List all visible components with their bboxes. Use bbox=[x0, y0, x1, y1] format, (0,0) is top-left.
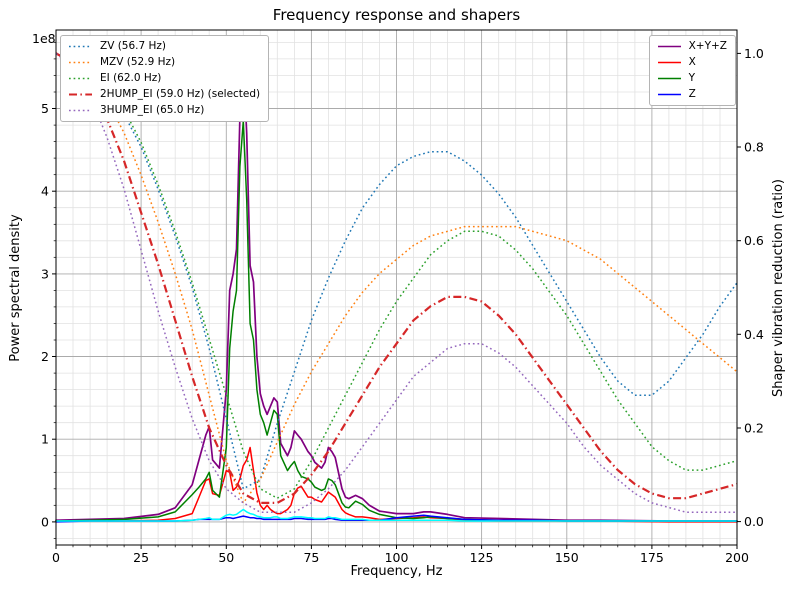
legend-item: 2HUMP_EI (59.0 Hz) (selected) bbox=[68, 88, 260, 101]
legend-line-sample bbox=[657, 77, 681, 80]
legend-line-sample bbox=[69, 61, 92, 64]
psd-line-sum bbox=[55, 58, 738, 522]
y-left-tick-label: 0 bbox=[41, 514, 49, 529]
legend-item: Y bbox=[657, 72, 727, 85]
y-right-tick-label: 0.8 bbox=[744, 140, 764, 155]
x-tick-label: 150 bbox=[555, 550, 579, 565]
y-left-tick-label: 5 bbox=[41, 101, 49, 116]
x-tick-label: 75 bbox=[303, 550, 319, 565]
chart-title: Frequency response and shapers bbox=[272, 6, 521, 24]
legend-line-sample bbox=[69, 109, 92, 112]
y-left-tick-label: 4 bbox=[41, 184, 49, 199]
legend-item: EI (62.0 Hz) bbox=[68, 72, 260, 85]
shaper-line-2HUMP_EI bbox=[55, 52, 738, 504]
axis-ticks: 0 25 50 75 100 125 150 175 200 0 1 2 3 4 5 0.0 0.2 0.4 0.6… bbox=[41, 42, 764, 565]
legend-item: Z bbox=[657, 88, 727, 101]
legend-item: X bbox=[657, 56, 727, 69]
legend-label: X bbox=[688, 56, 696, 68]
legend-item: X+Y+Z bbox=[657, 40, 727, 53]
legend-label: Z bbox=[688, 88, 696, 100]
y-left-tick-label: 1 bbox=[41, 432, 49, 447]
legend-item: ZV (56.7 Hz) bbox=[68, 40, 260, 53]
x-tick-label: 25 bbox=[133, 550, 149, 565]
x-tick-label: 0 bbox=[52, 550, 60, 565]
legend-item: MZV (52.9 Hz) bbox=[68, 56, 260, 69]
legend-label: ZV (56.7 Hz) bbox=[100, 40, 167, 52]
legend-shapers: ZV (56.7 Hz) MZV (52.9 Hz) EI (62.0 Hz) 2HU… bbox=[60, 35, 270, 122]
legend-line-sample bbox=[69, 93, 92, 96]
x-axis-label: Frequency, Hz bbox=[350, 564, 443, 579]
psd-line-after_shaper bbox=[55, 508, 738, 522]
y-right-tick-label: 1.0 bbox=[744, 46, 764, 61]
y-axis-label-left: Power spectral density bbox=[8, 214, 23, 362]
y-right-tick-label: 0.2 bbox=[744, 421, 764, 436]
legend-line-sample bbox=[69, 45, 92, 48]
legend-line-sample bbox=[69, 77, 92, 80]
x-tick-label: 100 bbox=[385, 550, 409, 565]
y-axis-offset-text: 1e8 bbox=[32, 31, 56, 46]
y-axis-label-right: Shaper vibration reduction (ratio) bbox=[771, 179, 786, 397]
legend-item: 3HUMP_EI (65.0 Hz) bbox=[68, 104, 260, 117]
legend-line-sample bbox=[657, 93, 681, 96]
legend-line-sample bbox=[657, 45, 681, 48]
y-right-tick-label: 0.6 bbox=[744, 233, 764, 248]
legend-psd-axes: X+Y+Z X Y Z bbox=[648, 35, 736, 106]
legend-label: 3HUMP_EI (65.0 Hz) bbox=[100, 104, 205, 116]
shaper-line-EI bbox=[55, 52, 738, 499]
legend-label: MZV (52.9 Hz) bbox=[100, 56, 176, 68]
y-right-tick-label: 0.4 bbox=[744, 327, 764, 342]
y-left-tick-label: 2 bbox=[41, 349, 49, 364]
legend-line-sample bbox=[657, 61, 681, 64]
legend-label: 2HUMP_EI (59.0 Hz) (selected) bbox=[100, 88, 261, 100]
x-tick-label: 200 bbox=[725, 550, 749, 565]
legend-label: Y bbox=[688, 72, 696, 84]
y-left-tick-label: 3 bbox=[41, 266, 49, 281]
x-tick-label: 175 bbox=[640, 550, 664, 565]
y-right-tick-label: 0.0 bbox=[744, 514, 764, 529]
legend-label: X+Y+Z bbox=[688, 40, 727, 52]
x-tick-label: 50 bbox=[218, 550, 234, 565]
legend-label: EI (62.0 Hz) bbox=[100, 72, 162, 84]
psd-line-y bbox=[55, 120, 738, 522]
x-tick-label: 125 bbox=[470, 550, 494, 565]
